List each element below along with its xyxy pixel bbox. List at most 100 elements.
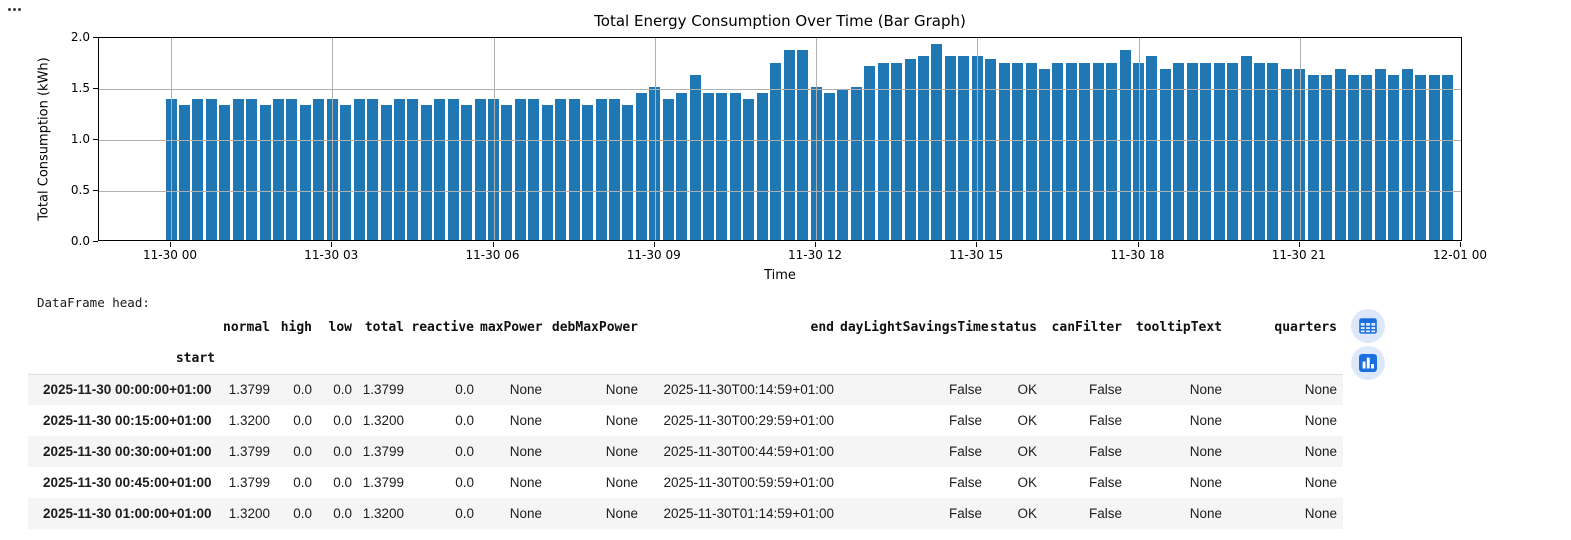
bar <box>582 105 594 240</box>
bar <box>1361 74 1373 240</box>
index-corner-cell <box>28 312 221 343</box>
table-cell: 2025-11-30T00:59:59+01:00 <box>663 475 834 490</box>
table-cell: None <box>605 382 638 398</box>
table-cell: 0.0 <box>333 413 352 428</box>
bar <box>783 50 795 240</box>
column-header-maxPower: maxPower <box>480 320 543 335</box>
empty-header-cell <box>221 343 276 375</box>
bar <box>635 93 647 240</box>
bar <box>514 99 526 240</box>
bar <box>608 99 620 240</box>
empty-header-cell <box>988 343 1043 375</box>
table-cell: None <box>1304 382 1337 398</box>
more-actions-button[interactable] <box>8 8 21 11</box>
row-index-cell: 2025-11-30 00:45:00+01:00 <box>43 475 212 490</box>
bar <box>689 74 701 240</box>
bar <box>1227 62 1239 240</box>
bar <box>1038 68 1050 240</box>
bar <box>313 99 325 240</box>
bar <box>165 99 177 240</box>
bar <box>1374 68 1386 240</box>
row-index-cell: 2025-11-30 01:00:00+01:00 <box>43 506 212 521</box>
bar <box>891 62 903 240</box>
table-cell: 0.0 <box>293 413 312 428</box>
bar <box>461 105 473 240</box>
table-cell: OK <box>1017 475 1037 490</box>
column-header-quarters: quarters <box>1274 320 1337 335</box>
column-header-reactive: reactive <box>411 320 474 335</box>
bar <box>474 99 486 240</box>
table-cell: 0.0 <box>333 475 352 490</box>
chart-title: Total Energy Consumption Over Time (Bar … <box>594 12 966 30</box>
table-cell: 1.3799 <box>362 382 404 398</box>
table-cell: False <box>948 444 982 459</box>
bar <box>1092 62 1104 240</box>
bar <box>864 65 876 240</box>
y-tick-label: 2.0 <box>70 30 90 44</box>
bar <box>393 99 405 240</box>
bar <box>662 99 674 240</box>
empty-header-cell <box>480 343 548 375</box>
table-cell: False <box>948 413 982 428</box>
bar <box>232 99 244 240</box>
bar <box>1240 56 1252 240</box>
column-header-canFilter: canFilter <box>1051 320 1122 335</box>
bar <box>1280 68 1292 240</box>
table-cell: None <box>1189 475 1222 490</box>
bar <box>1200 62 1212 240</box>
y-tick-mark <box>93 88 98 89</box>
bar-chart-icon <box>1359 354 1377 372</box>
y-axis-label: Total Consumption (kWh) <box>36 57 52 221</box>
empty-header-cell <box>1228 343 1343 375</box>
table-cell: OK <box>1017 506 1037 521</box>
x-tick-label: 11-30 09 <box>626 248 681 262</box>
bar <box>904 59 916 240</box>
bar <box>501 105 513 240</box>
bar <box>985 59 997 240</box>
bar <box>353 99 365 240</box>
x-tick-mark <box>492 242 494 247</box>
bar <box>219 105 231 240</box>
empty-header-cell <box>318 343 358 375</box>
table-cell: False <box>1088 413 1122 428</box>
table-view-button[interactable] <box>1351 309 1385 343</box>
bar <box>1415 74 1427 240</box>
table-cell: 0.0 <box>293 382 312 398</box>
table-cell: 0.0 <box>455 382 474 398</box>
bar <box>918 56 929 240</box>
bar <box>259 105 271 240</box>
bar <box>555 99 567 240</box>
bar <box>810 87 822 240</box>
y-tick-label: 0.5 <box>70 183 90 197</box>
table-cell: 2025-11-30T00:29:59+01:00 <box>663 413 834 428</box>
row-index-cell: 2025-11-30 00:30:00+01:00 <box>43 444 212 459</box>
table-cell: 1.3799 <box>228 475 270 490</box>
table-cell: OK <box>1017 444 1037 459</box>
bar <box>273 99 284 240</box>
table-cell: 0.0 <box>293 506 312 521</box>
table-cell: 1.3200 <box>362 506 404 521</box>
table-cell: 0.0 <box>293 475 312 490</box>
v-gridline <box>1461 38 1462 240</box>
x-tick-label: 11-30 18 <box>1110 248 1165 262</box>
bar <box>716 93 728 240</box>
bar <box>1052 62 1064 240</box>
bar <box>286 99 298 240</box>
empty-header-cell <box>548 343 644 375</box>
table-cell: 1.3799 <box>362 475 404 490</box>
bar <box>1348 74 1359 240</box>
x-tick-label: 11-30 12 <box>788 248 842 262</box>
table-cell: None <box>605 475 638 490</box>
bar <box>1012 62 1024 240</box>
ellipsis-icon <box>18 8 21 11</box>
table-cell: 0.0 <box>333 506 352 521</box>
table-cell: False <box>1088 444 1122 459</box>
table-cell: 0.0 <box>333 382 352 398</box>
bar <box>1334 68 1346 240</box>
bar <box>1442 74 1454 240</box>
bar <box>1307 74 1319 240</box>
table-cell: 1.3799 <box>228 444 270 459</box>
table-row: 2025-11-30 00:15:00+01:00 1.3200 0.0 0.0 1.3… <box>28 405 1343 436</box>
chart-view-button[interactable] <box>1351 346 1385 380</box>
y-tick-mark <box>93 139 98 140</box>
